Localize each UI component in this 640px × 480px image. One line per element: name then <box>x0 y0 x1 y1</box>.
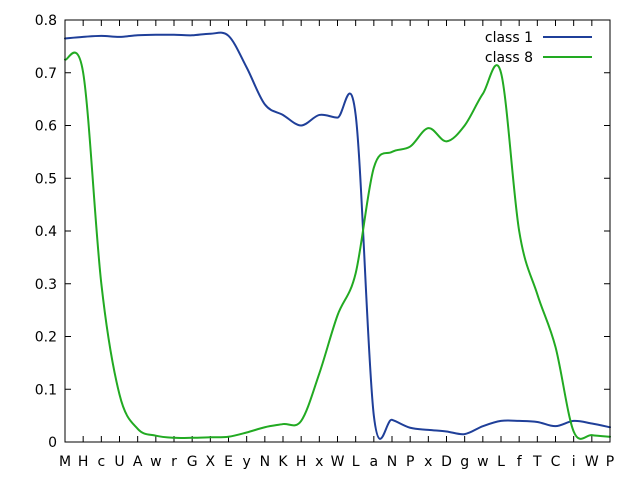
x-tick-label: H <box>78 454 89 470</box>
series-line-class-8 <box>64 51 611 440</box>
x-tick-label: r <box>171 454 177 470</box>
x-tick-label: W <box>331 454 345 470</box>
y-tick-label: 0.3 <box>35 277 57 293</box>
x-tick-label: i <box>572 454 576 470</box>
y-tick-label: 0.1 <box>35 382 57 398</box>
y-tick-label: 0.2 <box>35 330 57 346</box>
series-layer <box>64 31 611 440</box>
x-tick-label: w <box>150 454 161 470</box>
y-tick-label: 0.6 <box>35 119 57 135</box>
x-tick-label: P <box>406 454 414 470</box>
legend: class 1 class 8 <box>485 30 592 66</box>
y-tick-label: 0.8 <box>35 13 57 29</box>
x-tick-label: X <box>206 454 216 470</box>
x-tick-label: N <box>387 454 397 470</box>
x-tick-label: K <box>278 454 288 470</box>
legend-label: class 8 <box>485 50 533 66</box>
x-tick-label: x <box>424 454 432 470</box>
y-tick-label: 0 <box>48 435 57 451</box>
y-tick-label: 0.5 <box>35 171 57 187</box>
x-tick-label: E <box>224 454 233 470</box>
y-tick-label: 0.7 <box>35 66 57 82</box>
x-tick-label: T <box>532 454 542 470</box>
x-tick-label: c <box>97 454 105 470</box>
x-tick-label: x <box>315 454 323 470</box>
x-tick-label: C <box>551 454 561 470</box>
x-tick-label: w <box>477 454 488 470</box>
legend-label: class 1 <box>485 30 533 46</box>
x-tick-label: L <box>497 454 505 470</box>
y-axis: 0 0.1 0.2 0.3 0.4 0.5 0.6 0.7 0.8 <box>35 13 610 451</box>
plot-frame <box>64 19 611 443</box>
x-tick-label: D <box>441 454 452 470</box>
x-tick-label: P <box>606 454 614 470</box>
x-tick-label: y <box>243 454 251 470</box>
x-tick-label: L <box>352 454 360 470</box>
x-tick-label: W <box>585 454 599 470</box>
x-tick-label: a <box>370 454 379 470</box>
x-tick-label: G <box>187 454 198 470</box>
y-tick-label: 0.4 <box>35 224 57 240</box>
x-tick-label: M <box>59 454 71 470</box>
x-tick-label: f <box>517 454 523 470</box>
x-tick-label: g <box>460 454 469 470</box>
x-tick-label: A <box>133 454 143 470</box>
x-tick-label: U <box>114 454 124 470</box>
x-tick-label: H <box>296 454 307 470</box>
series-line-class-1 <box>64 31 611 440</box>
x-tick-label: N <box>260 454 270 470</box>
